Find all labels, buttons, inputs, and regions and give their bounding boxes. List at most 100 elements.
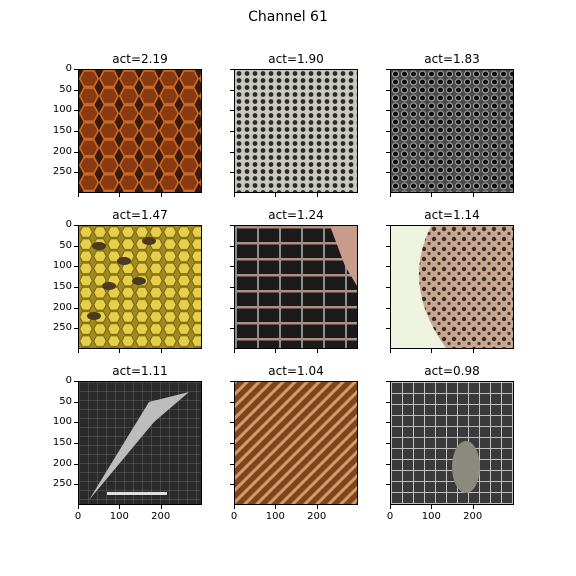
y-tick xyxy=(74,422,78,424)
y-tick xyxy=(386,422,390,424)
figure-title: Channel 61 xyxy=(248,9,328,25)
y-tick-label: 50 xyxy=(59,395,72,407)
monkey-figure xyxy=(452,441,480,493)
x-tick xyxy=(234,193,235,197)
panel-texture xyxy=(391,70,513,192)
y-tick xyxy=(74,110,78,112)
panel-image xyxy=(235,70,357,192)
panel-title: act=1.04 xyxy=(268,364,324,378)
y-tick xyxy=(386,172,390,174)
y-tick xyxy=(74,287,78,288)
building-wall xyxy=(330,226,357,286)
x-tick-label: 100 xyxy=(421,511,441,522)
y-tick xyxy=(230,225,234,226)
y-tick xyxy=(386,307,390,309)
y-tick xyxy=(74,245,78,247)
x-tick xyxy=(160,193,162,197)
x-tick-label: 0 xyxy=(74,511,82,522)
y-tick-label: 150 xyxy=(52,281,72,292)
y-tick xyxy=(230,328,234,330)
image-panel xyxy=(78,225,202,349)
image-panel xyxy=(390,381,514,505)
x-tick xyxy=(119,193,121,197)
y-tick-label: 200 xyxy=(52,301,72,313)
y-tick xyxy=(74,89,78,91)
y-tick xyxy=(74,307,78,309)
panel-texture xyxy=(79,382,201,504)
x-tick-label: 0 xyxy=(230,511,238,522)
bee xyxy=(92,242,106,250)
image-panel xyxy=(234,381,358,505)
y-tick xyxy=(386,484,390,486)
image-panel xyxy=(390,225,514,349)
y-tick xyxy=(386,463,390,465)
y-tick-label: 200 xyxy=(52,145,72,157)
sketch-bar xyxy=(107,492,167,495)
y-tick xyxy=(230,443,234,444)
y-tick xyxy=(74,131,78,132)
y-tick xyxy=(386,266,390,268)
sponge-background xyxy=(391,226,513,348)
panel-image xyxy=(235,226,357,348)
x-tick xyxy=(275,349,277,353)
y-tick xyxy=(386,287,390,288)
y-tick xyxy=(386,89,390,91)
y-tick-label: 50 xyxy=(59,83,72,95)
y-tick-label: 250 xyxy=(52,478,72,490)
panel-image xyxy=(391,226,513,348)
y-tick xyxy=(230,131,234,132)
y-tick xyxy=(386,443,390,444)
y-tick-label: 250 xyxy=(52,166,72,178)
panel-image xyxy=(235,382,357,504)
y-tick xyxy=(230,89,234,91)
y-tick xyxy=(74,266,78,268)
panel-title: act=2.19 xyxy=(112,52,168,66)
y-tick xyxy=(386,328,390,330)
panel-title: act=1.14 xyxy=(424,208,480,222)
y-tick xyxy=(74,484,78,486)
y-tick-label: 150 xyxy=(52,125,72,136)
x-tick xyxy=(234,505,235,509)
panel-title: act=1.90 xyxy=(268,52,324,66)
y-tick xyxy=(386,381,390,382)
y-tick xyxy=(386,110,390,112)
y-tick xyxy=(230,307,234,309)
y-tick xyxy=(74,172,78,174)
bee xyxy=(132,277,146,285)
x-tick xyxy=(431,505,433,509)
x-tick-label: 200 xyxy=(463,511,483,522)
y-tick xyxy=(386,69,390,70)
y-tick xyxy=(386,131,390,132)
panel-texture xyxy=(235,226,357,348)
x-tick-label: 0 xyxy=(386,511,394,522)
panel-title: act=1.24 xyxy=(268,208,324,222)
y-tick xyxy=(230,151,234,153)
bee xyxy=(117,257,131,265)
y-tick xyxy=(230,401,234,403)
x-tick xyxy=(160,505,162,509)
y-tick xyxy=(230,69,234,70)
x-tick xyxy=(316,193,318,197)
x-tick xyxy=(78,193,79,197)
panel-image xyxy=(391,70,513,192)
y-tick-label: 0 xyxy=(65,219,72,230)
x-tick xyxy=(78,349,79,353)
x-tick xyxy=(390,505,391,509)
panel-image xyxy=(79,226,201,348)
x-tick-label: 200 xyxy=(151,511,171,522)
x-tick xyxy=(472,349,474,353)
x-tick xyxy=(160,349,162,353)
y-tick xyxy=(74,328,78,330)
x-tick xyxy=(275,505,277,509)
bee xyxy=(87,312,101,320)
y-tick xyxy=(386,245,390,247)
y-tick xyxy=(230,287,234,288)
x-tick xyxy=(316,349,318,353)
y-tick xyxy=(230,172,234,174)
y-tick xyxy=(230,110,234,112)
y-tick xyxy=(74,463,78,465)
y-tick-label: 100 xyxy=(52,416,72,428)
panel-image xyxy=(391,382,513,504)
x-tick xyxy=(390,193,391,197)
y-tick xyxy=(230,422,234,424)
